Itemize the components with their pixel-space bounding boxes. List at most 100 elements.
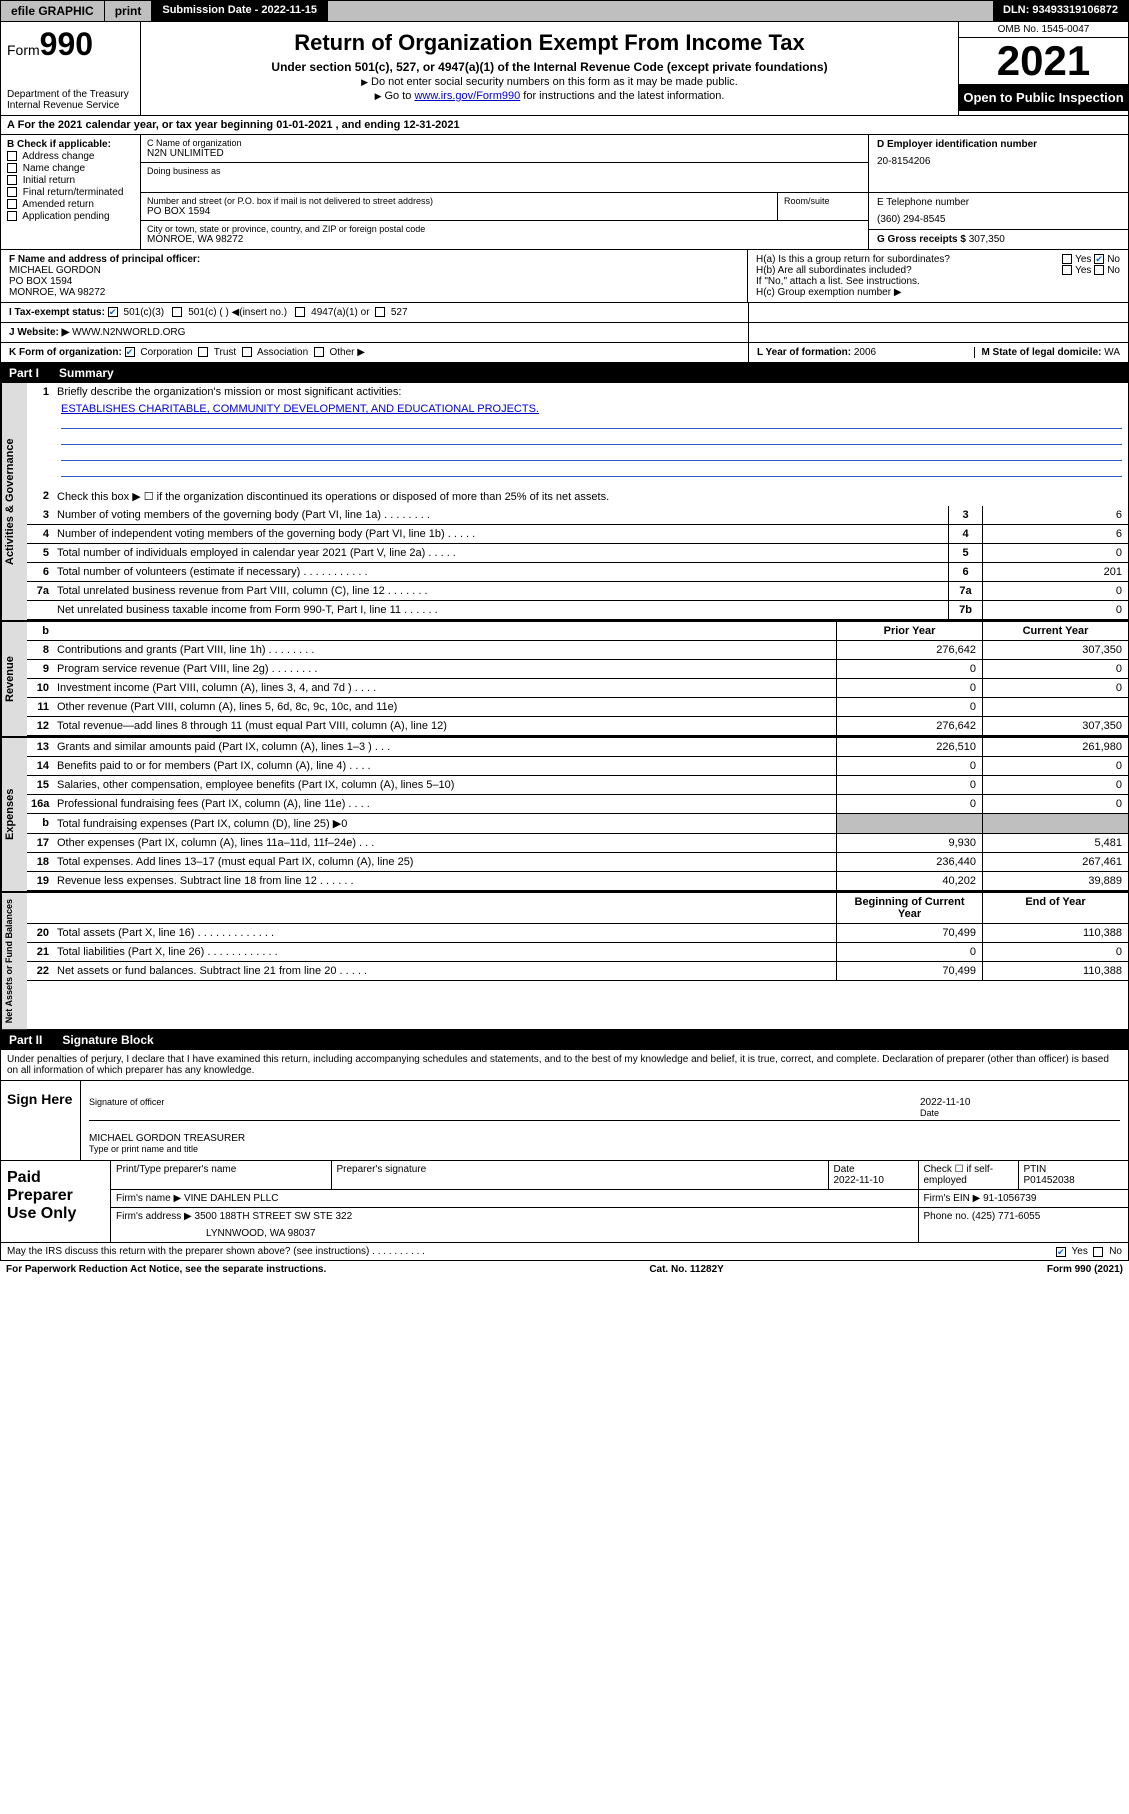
opt-other: Other ▶ — [329, 347, 364, 358]
toolbar-spacer — [328, 1, 993, 21]
current-value: 0 — [982, 795, 1128, 813]
city-label: City or town, state or province, country… — [147, 224, 862, 234]
current-value: 0 — [982, 679, 1128, 697]
discuss-yes: Yes — [1072, 1246, 1088, 1257]
prior-value: 0 — [836, 679, 982, 697]
current-value: 261,980 — [982, 738, 1128, 756]
501c3-checkbox[interactable] — [108, 307, 118, 317]
ptin-hdr: PTIN — [1024, 1164, 1124, 1175]
section-f: F Name and address of principal officer:… — [1, 250, 748, 302]
4947-checkbox[interactable] — [295, 307, 305, 317]
form-prefix: Form — [7, 42, 40, 58]
paperwork-notice: For Paperwork Reduction Act Notice, see … — [6, 1264, 326, 1275]
col-d: D Employer identification number 20-8154… — [868, 135, 1128, 249]
table-row: 11Other revenue (Part VIII, column (A), … — [27, 698, 1128, 717]
line-text: Total expenses. Add lines 13–17 (must eq… — [53, 853, 836, 871]
colb-checkbox-item[interactable]: Application pending — [7, 211, 134, 222]
ha-yes-checkbox[interactable] — [1062, 254, 1072, 264]
line-num: 5 — [27, 544, 53, 562]
assoc-checkbox[interactable] — [242, 347, 252, 357]
mission-text-area: ESTABLISHES CHARITABLE, COMMUNITY DEVELO… — [27, 401, 1128, 487]
line-box: 6 — [948, 563, 982, 581]
print-button[interactable]: print — [105, 1, 153, 21]
line-num: 12 — [27, 717, 53, 735]
section-h: H(a) Is this a group return for subordin… — [748, 250, 1128, 302]
org-name-label: C Name of organization — [147, 138, 862, 148]
discuss-yes-checkbox[interactable] — [1056, 1247, 1066, 1257]
table-row: 21Total liabilities (Part X, line 26) . … — [27, 943, 1128, 962]
discuss-row: May the IRS discuss this return with the… — [0, 1243, 1129, 1261]
gross-label: G Gross receipts $ — [877, 234, 966, 245]
expenses-area: Expenses 13Grants and similar amounts pa… — [0, 736, 1129, 891]
part-ii-title: Signature Block — [62, 1033, 153, 1047]
form-header: Form990 Department of the Treasury Inter… — [0, 22, 1129, 116]
hb-no-checkbox[interactable] — [1094, 265, 1104, 275]
prep-date-cell: Date 2022-11-10 — [828, 1161, 918, 1190]
mission-text[interactable]: ESTABLISHES CHARITABLE, COMMUNITY DEVELO… — [61, 403, 539, 415]
ein-value: 20-8154206 — [877, 156, 1120, 167]
colb-checkbox-item[interactable]: Initial return — [7, 175, 134, 186]
line-value: 6 — [982, 506, 1128, 524]
open-public-badge: Open to Public Inspection — [959, 84, 1128, 111]
mission-underline — [61, 431, 1122, 445]
part-ii-label: Part II — [9, 1033, 42, 1047]
501c-checkbox[interactable] — [172, 307, 182, 317]
na-hdr-num — [27, 893, 53, 923]
other-checkbox[interactable] — [314, 347, 324, 357]
revenue-content: b Prior Year Current Year 8Contributions… — [27, 622, 1128, 736]
year-formation: 2006 — [854, 347, 876, 358]
table-row: 22Net assets or fund balances. Subtract … — [27, 962, 1128, 981]
discuss-no-checkbox[interactable] — [1093, 1247, 1103, 1257]
line-1-label: Briefly describe the organization's miss… — [53, 383, 1128, 401]
colb-checkbox-item[interactable]: Amended return — [7, 199, 134, 210]
527-checkbox[interactable] — [375, 307, 385, 317]
line-text: Benefits paid to or for members (Part IX… — [53, 757, 836, 775]
ha-no-checkbox[interactable] — [1094, 254, 1104, 264]
f-addr1: PO BOX 1594 — [9, 276, 739, 287]
line-num: 3 — [27, 506, 53, 524]
netassets-content: Beginning of Current Year End of Year 20… — [27, 893, 1128, 1029]
line-num — [27, 601, 53, 619]
line-num: 18 — [27, 853, 53, 871]
state-value: WA — [1104, 347, 1120, 358]
row-i: I Tax-exempt status: 501(c)(3) 501(c) ( … — [0, 302, 1129, 322]
line-text: Grants and similar amounts paid (Part IX… — [53, 738, 836, 756]
row-k-right: L Year of formation: 2006 M State of leg… — [748, 343, 1128, 362]
part-i-header: Part I Summary — [0, 363, 1129, 383]
hb-yes-checkbox[interactable] — [1062, 265, 1072, 275]
discuss-no: No — [1109, 1246, 1122, 1257]
table-row: 12Total revenue—add lines 8 through 11 (… — [27, 717, 1128, 736]
line-text: Contributions and grants (Part VIII, lin… — [53, 641, 836, 659]
prior-value: 276,642 — [836, 641, 982, 659]
line-text: Total number of volunteers (estimate if … — [53, 563, 948, 581]
line-num: 4 — [27, 525, 53, 543]
colb-checkbox-item[interactable]: Name change — [7, 163, 134, 174]
opt-527: 527 — [391, 307, 408, 318]
table-row: 5Total number of individuals employed in… — [27, 544, 1128, 563]
revenue-header-row: b Prior Year Current Year — [27, 622, 1128, 641]
opt-4947: 4947(a)(1) or — [311, 307, 369, 318]
prep-sig-hdr: Preparer's signature — [331, 1161, 828, 1190]
table-row: 14Benefits paid to or for members (Part … — [27, 757, 1128, 776]
efile-button[interactable]: efile GRAPHIC — [1, 1, 105, 21]
line-text: Number of independent voting members of … — [53, 525, 948, 543]
netassets-area: Net Assets or Fund Balances Beginning of… — [0, 891, 1129, 1030]
prep-date-hdr: Date — [834, 1164, 913, 1175]
col-b-checkboxes: B Check if applicable: Address change Na… — [1, 135, 141, 249]
phone-label: E Telephone number — [877, 197, 1120, 208]
corp-checkbox[interactable] — [125, 347, 135, 357]
penalty-text: Under penalties of perjury, I declare th… — [1, 1050, 1128, 1080]
colb-checkbox-item[interactable]: Final return/terminated — [7, 187, 134, 198]
line-text: Net assets or fund balances. Subtract li… — [53, 962, 836, 980]
firm-ein-label: Firm's EIN ▶ — [924, 1193, 981, 1204]
line-text: Investment income (Part VIII, column (A)… — [53, 679, 836, 697]
colb-checkbox-item[interactable]: Address change — [7, 151, 134, 162]
opt-assoc: Association — [257, 347, 308, 358]
firm-name-cell: Firm's name ▶ VINE DAHLEN PLLC — [111, 1190, 918, 1208]
line-box: 5 — [948, 544, 982, 562]
trust-checkbox[interactable] — [198, 347, 208, 357]
prior-value: 276,642 — [836, 717, 982, 735]
irs-link[interactable]: www.irs.gov/Form990 — [414, 90, 520, 102]
hb-note: If "No," attach a list. See instructions… — [756, 276, 1120, 287]
line-num: 14 — [27, 757, 53, 775]
